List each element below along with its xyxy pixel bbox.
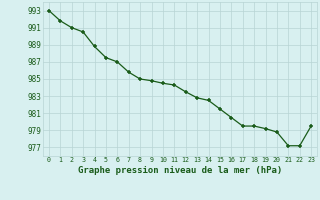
X-axis label: Graphe pression niveau de la mer (hPa): Graphe pression niveau de la mer (hPa) (78, 166, 282, 175)
